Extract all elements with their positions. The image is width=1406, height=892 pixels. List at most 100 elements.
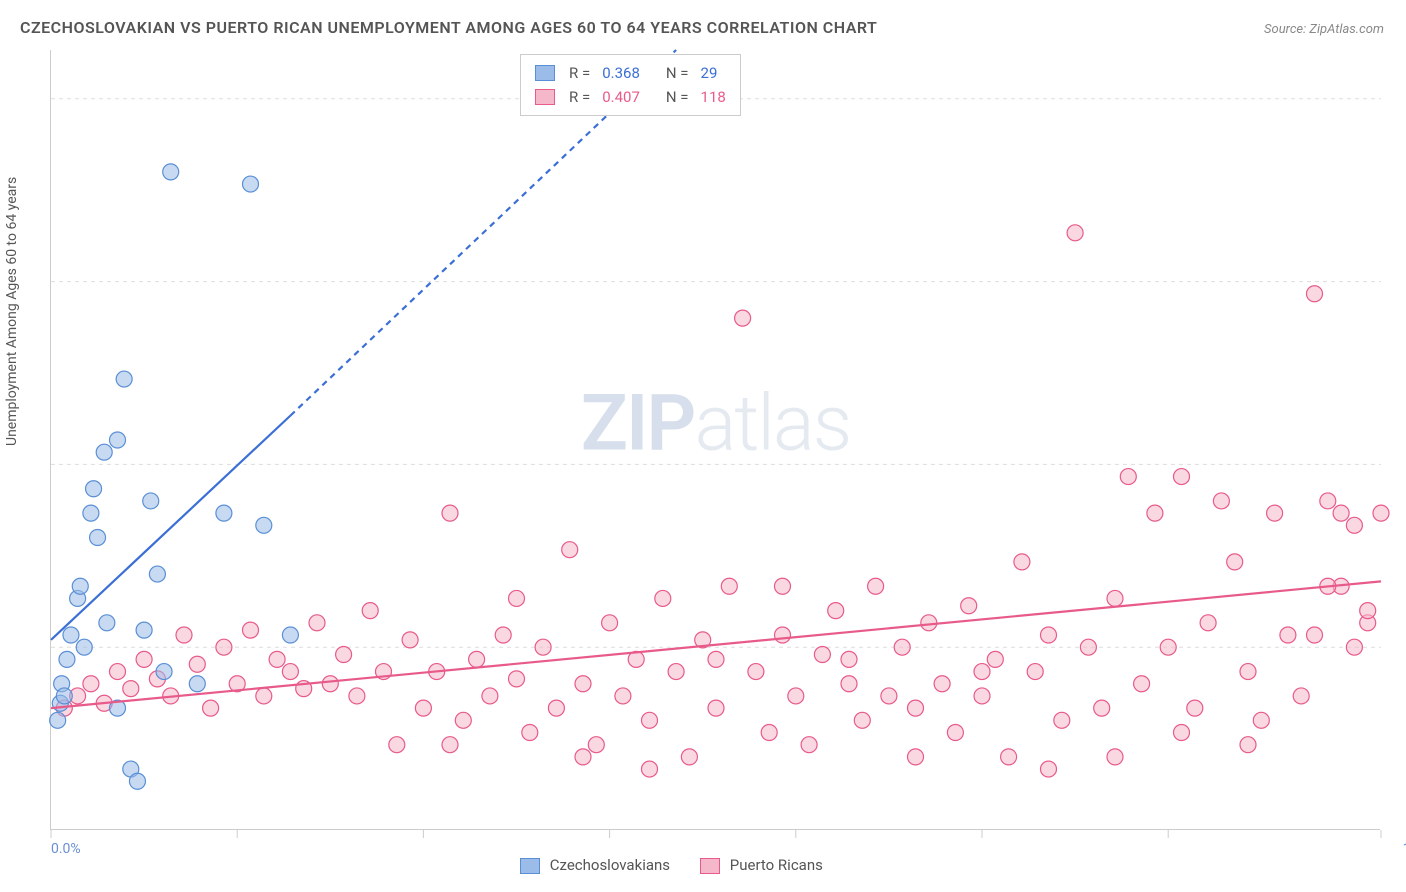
data-point (389, 737, 405, 753)
data-point (721, 578, 737, 594)
data-point (775, 627, 791, 643)
swatch-czech (535, 65, 555, 81)
data-point (1360, 603, 1376, 619)
data-point (775, 578, 791, 594)
correlation-row-czech: R = 0.368 N = 29 (535, 61, 726, 85)
data-point (136, 651, 152, 667)
data-point (735, 310, 751, 326)
r-value-puerto: 0.407 (602, 85, 640, 109)
data-point (362, 603, 378, 619)
data-point (96, 444, 112, 460)
data-point (575, 676, 591, 692)
data-point (881, 688, 897, 704)
data-point (189, 676, 205, 692)
legend-label-puerto: Puerto Ricans (730, 856, 823, 874)
data-point (216, 639, 232, 655)
data-point (588, 737, 604, 753)
data-point (841, 651, 857, 667)
data-point (801, 737, 817, 753)
data-point (1373, 505, 1389, 521)
x-axis-label-min: 0.0% (51, 841, 81, 857)
n-label: N = (666, 61, 689, 85)
data-point (1307, 286, 1323, 302)
data-point (110, 664, 126, 680)
data-point (642, 712, 658, 728)
data-point (110, 432, 126, 448)
data-point (987, 651, 1003, 667)
data-point (934, 676, 950, 692)
data-point (1267, 505, 1283, 521)
data-point (83, 505, 99, 521)
data-point (99, 615, 115, 631)
data-point (1080, 639, 1096, 655)
legend-item-puerto: Puerto Ricans (700, 856, 823, 874)
legend-label-czech: Czechoslovakians (550, 856, 670, 874)
data-point (50, 712, 66, 728)
data-point (1346, 639, 1362, 655)
data-point (189, 656, 205, 672)
data-point (615, 688, 631, 704)
data-point (1240, 737, 1256, 753)
chart-title: CZECHOSLOVAKIAN VS PUERTO RICAN UNEMPLOY… (20, 18, 877, 37)
swatch-puerto (700, 858, 720, 874)
series-legend: Czechoslovakians Puerto Ricans (520, 856, 823, 874)
data-point (562, 542, 578, 558)
correlation-row-puerto: R = 0.407 N = 118 (535, 85, 726, 109)
data-point (974, 688, 990, 704)
y-axis-title: Unemployment Among Ages 60 to 64 years (4, 177, 20, 446)
data-point (83, 676, 99, 692)
data-point (349, 688, 365, 704)
data-point (336, 647, 352, 663)
n-value-puerto: 118 (701, 85, 726, 109)
data-point (469, 651, 485, 667)
data-point (748, 664, 764, 680)
data-point (1227, 554, 1243, 570)
data-point (176, 627, 192, 643)
n-value-czech: 29 (701, 61, 718, 85)
data-point (761, 725, 777, 741)
data-point (1041, 627, 1057, 643)
source-attribution: Source: ZipAtlas.com (1264, 22, 1384, 37)
data-point (269, 651, 285, 667)
data-point (854, 712, 870, 728)
data-point (1014, 554, 1030, 570)
data-point (203, 700, 219, 716)
data-point (1333, 505, 1349, 521)
swatch-czech (520, 858, 540, 874)
data-point (1200, 615, 1216, 631)
n-label: N = (666, 85, 689, 109)
data-point (509, 590, 525, 606)
data-point (256, 688, 272, 704)
data-point (1107, 590, 1123, 606)
data-point (442, 505, 458, 521)
data-point (1320, 493, 1336, 509)
data-point (482, 688, 498, 704)
data-point (163, 164, 179, 180)
swatch-puerto (535, 89, 555, 105)
data-point (1174, 469, 1190, 485)
data-point (123, 681, 139, 697)
data-point (814, 647, 830, 663)
data-point (974, 664, 990, 680)
data-point (708, 700, 724, 716)
data-point (86, 481, 102, 497)
r-label: R = (569, 61, 590, 85)
data-point (1120, 469, 1136, 485)
data-point (442, 737, 458, 753)
data-point (1160, 639, 1176, 655)
data-point (841, 676, 857, 692)
data-point (1107, 749, 1123, 765)
data-point (322, 676, 338, 692)
data-point (602, 615, 618, 631)
data-point (908, 749, 924, 765)
data-point (136, 622, 152, 638)
data-point (282, 627, 298, 643)
data-point (1307, 627, 1323, 643)
data-point (788, 688, 804, 704)
data-point (1094, 700, 1110, 716)
data-point (256, 517, 272, 533)
data-point (1174, 725, 1190, 741)
data-point (1346, 517, 1362, 533)
data-point (149, 566, 165, 582)
data-point (116, 371, 132, 387)
